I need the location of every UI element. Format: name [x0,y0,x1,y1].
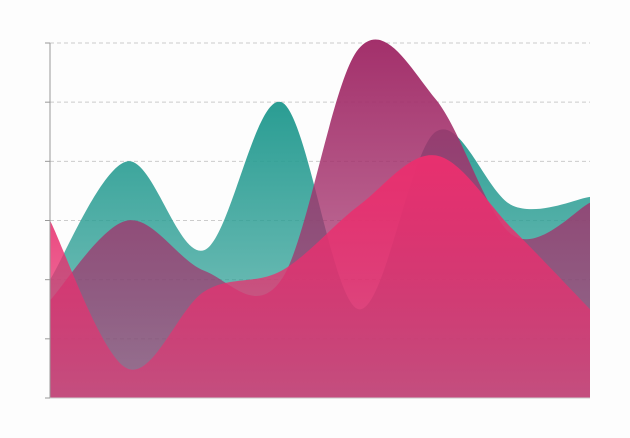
area [50,155,590,398]
